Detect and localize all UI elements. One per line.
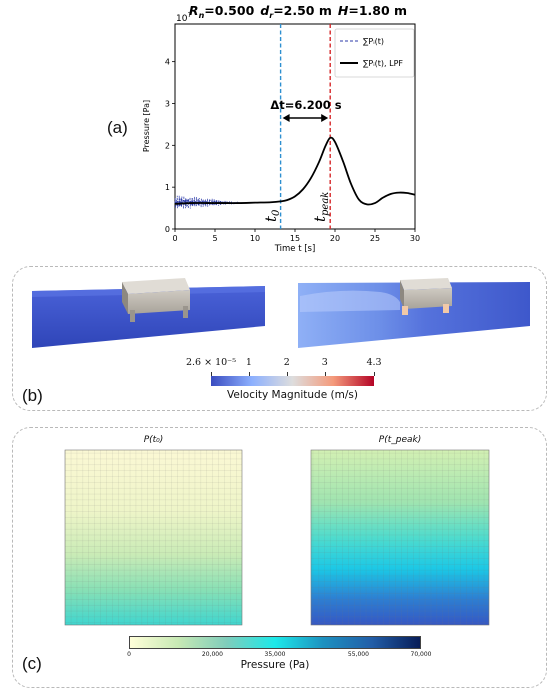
velocity-colorbar-tick [324,372,326,376]
velocity-colorbar-tick-label: 4.3 [366,356,382,368]
panel-c-frame [12,427,547,688]
tpeak-label: tpeak [311,192,331,222]
velocity-colorbar-tick-label: 2.6 × 10⁻⁵ [185,356,237,368]
pressure-grid-tpeak-title: P(t_peak) [378,435,422,445]
velocity-colorbar-tick [286,372,288,376]
pressure-grids [64,449,490,626]
velocity-colorbar-tick-label: 2 [283,356,290,368]
pressure-colorbar-tick-label: 20,000 [201,651,223,658]
pressure-colorbar [129,636,421,649]
y-tick-label: 0 [165,225,170,234]
pressure-colorbar-tick-label: 70,000 [410,651,432,658]
pressure-colorbar-tick-label: 35,000 [264,651,286,658]
flume-scene-tpeak [298,278,530,348]
t0-label: t0 [262,209,282,222]
velocity-colorbar-tick-label: 3 [321,356,328,368]
pressure-time-chart: Rn=0.500 dr=2.50 m H=1.80 m 107 0 5 10 15 20 25… [142,3,420,254]
pressure-colorbar-tick-label: 55,000 [347,651,369,658]
velocity-colorbar-tick [248,372,250,376]
y-tick-label: 2 [165,141,170,150]
velocity-colorbar-tick [211,372,212,376]
structure-deck-right [400,278,452,315]
y-tick-label: 1 [165,183,170,192]
chart-legend: ∑Pᵢ(t) ∑Pᵢ(t), LPF [334,28,415,78]
delta-t-label: Δt=6.200 s [270,98,341,112]
panel-b-frame [12,266,547,411]
pressure-grid-tpeak [310,449,490,626]
structure-deck-left [122,278,190,322]
x-tick-label: 10 [250,234,260,243]
x-axis-label: Time t [s] [274,244,316,254]
flume-scene-t0 [32,278,265,348]
pressure-grid-t0 [64,449,243,626]
panel-a-label: (a) [107,118,128,137]
velocity-colorbar [211,376,374,386]
panel-b-label: (b) [22,386,43,405]
x-tick-label: 20 [330,234,340,243]
flume-renderings [32,278,530,348]
pressure-colorbar-title: Pressure (Pa) [240,659,310,671]
velocity-colorbar-tick-label: 1 [245,356,252,368]
legend-lpf-label: ∑Pᵢ(t), LPF [363,59,403,68]
y-exponent-label: 107 [176,11,192,24]
y-tick-label: 3 [165,99,170,108]
x-tick-label: 0 [172,234,177,243]
velocity-colorbar-title: Velocity Magnitude (m/s) [227,389,358,401]
x-tick-label: 25 [370,234,380,243]
legend-raw-label: ∑Pᵢ(t) [363,37,384,46]
velocity-colorbar-tick [374,372,375,376]
x-tick-label: 30 [410,234,420,243]
y-tick-label: 4 [165,58,170,67]
series-lpf-line [174,136,416,206]
chart-title: Rn=0.500 dr=2.50 m H=1.80 m [189,3,407,20]
x-tick-label: 15 [290,234,300,243]
y-axis-label: Pressure [Pa] [142,100,151,152]
panel-c-label: (c) [22,654,42,673]
pressure-colorbar-tick-label: 0 [127,651,131,658]
delta-t-annotation: Δt=6.200 s [270,98,342,122]
pressure-grid-t0-title: P(t₀) [143,435,164,445]
x-tick-label: 5 [212,234,217,243]
